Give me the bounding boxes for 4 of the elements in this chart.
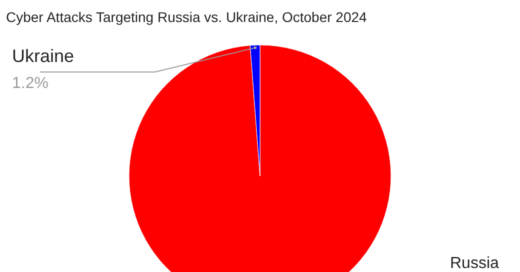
data-label: 1.2%	[12, 75, 48, 92]
slice-label: Russia	[450, 255, 500, 272]
slice-label: Ukraine	[12, 46, 74, 66]
chart-title: Cyber Attacks Targeting Russia vs. Ukraine, October 2024	[6, 9, 368, 25]
